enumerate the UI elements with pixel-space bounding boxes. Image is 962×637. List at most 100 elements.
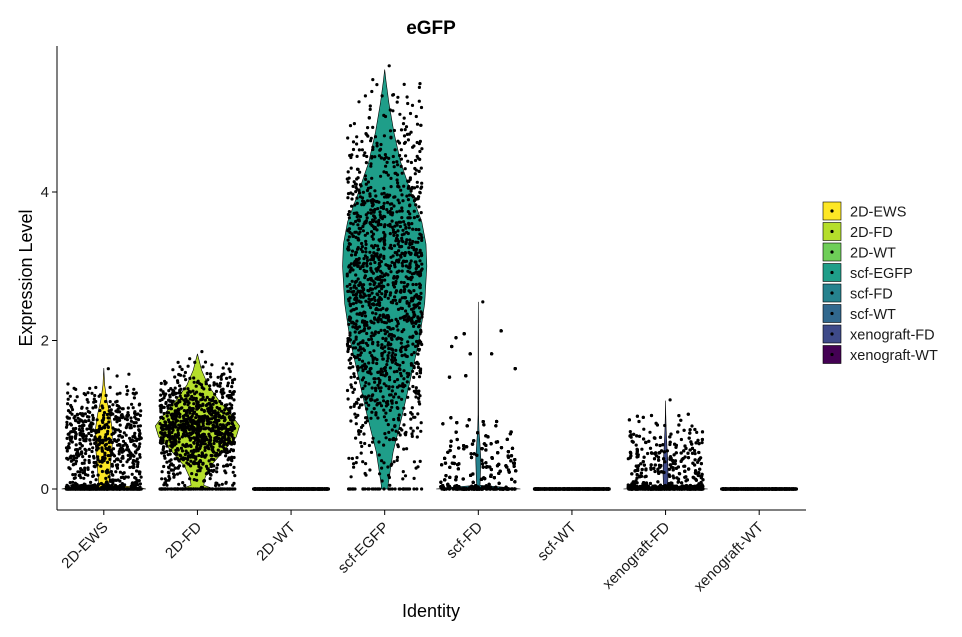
data-point: [352, 261, 356, 265]
data-point: [406, 198, 410, 202]
data-point: [365, 396, 369, 400]
data-point: [70, 484, 74, 488]
data-point: [355, 456, 359, 460]
data-point: [368, 250, 372, 254]
data-point: [216, 448, 220, 452]
data-point: [356, 238, 360, 242]
data-point: [408, 212, 412, 216]
data-point: [384, 436, 388, 440]
data-point: [128, 456, 132, 460]
data-point: [395, 173, 400, 177]
data-point: [378, 284, 382, 288]
data-point: [87, 447, 91, 451]
data-point: [108, 400, 112, 404]
data-point: [402, 116, 406, 120]
data-point: [364, 161, 368, 165]
data-point: [417, 236, 421, 240]
data-point: [380, 192, 384, 196]
data-point: [346, 344, 350, 348]
points-2d-ews: [64, 367, 143, 491]
data-point: [366, 370, 370, 374]
data-point: [378, 378, 382, 382]
data-point: [180, 449, 185, 453]
data-point: [359, 441, 363, 445]
data-point: [411, 342, 415, 346]
data-point: [138, 413, 142, 418]
data-point: [82, 482, 86, 486]
data-point: [160, 470, 164, 474]
data-point: [222, 487, 226, 491]
data-point: [395, 160, 399, 164]
data-point: [186, 393, 190, 397]
data-point: [199, 485, 204, 489]
data-point: [418, 190, 422, 194]
data-point: [91, 474, 95, 478]
data-point: [106, 470, 110, 474]
data-point: [220, 409, 224, 413]
data-point: [382, 487, 386, 491]
data-point: [386, 465, 390, 469]
data-point: [194, 457, 198, 461]
data-point: [385, 359, 389, 363]
data-point: [212, 441, 216, 446]
data-point: [230, 385, 234, 389]
data-point: [193, 420, 197, 424]
data-point: [228, 369, 232, 374]
data-point: [174, 419, 178, 424]
data-point: [368, 282, 372, 286]
data-point: [209, 444, 213, 448]
data-point: [395, 458, 399, 462]
data-point: [179, 446, 183, 450]
data-point: [195, 428, 199, 432]
data-point: [177, 391, 181, 395]
data-point: [134, 451, 138, 455]
data-point: [135, 437, 139, 441]
data-point: [373, 155, 377, 159]
data-point: [219, 487, 223, 491]
data-point: [382, 170, 386, 174]
data-point: [395, 178, 399, 182]
data-point: [207, 459, 211, 463]
data-point: [227, 439, 231, 443]
data-point: [406, 101, 410, 106]
data-point: [134, 459, 138, 463]
data-point: [377, 298, 381, 302]
data-point: [351, 302, 355, 306]
data-point: [128, 465, 132, 469]
data-point: [418, 285, 422, 289]
data-point: [114, 478, 118, 482]
data-point: [206, 446, 210, 450]
data-point: [389, 255, 393, 259]
data-point: [371, 78, 375, 82]
data-point: [351, 365, 355, 369]
data-point: [347, 289, 351, 293]
data-point: [96, 473, 100, 477]
data-point: [270, 487, 275, 491]
data-point: [362, 153, 366, 157]
data-point: [94, 460, 98, 464]
data-point: [351, 184, 355, 188]
data-point: [182, 387, 186, 391]
data-point: [204, 472, 208, 476]
data-point: [106, 447, 110, 451]
data-point: [192, 396, 196, 400]
data-point: [87, 418, 91, 423]
data-point: [173, 466, 177, 470]
data-point: [167, 424, 171, 428]
data-point: [361, 386, 365, 391]
data-point: [367, 403, 371, 407]
data-point: [170, 442, 174, 446]
data-point: [398, 112, 402, 116]
data-point: [225, 376, 229, 380]
data-point: [104, 399, 108, 404]
data-point: [373, 380, 377, 384]
data-point: [377, 289, 382, 294]
data-point: [366, 278, 370, 282]
data-point: [78, 424, 82, 428]
data-point: [158, 404, 162, 408]
data-point: [418, 139, 422, 143]
data-point: [125, 413, 129, 417]
data-point: [356, 368, 360, 372]
data-point: [178, 415, 182, 419]
data-point: [347, 235, 351, 239]
